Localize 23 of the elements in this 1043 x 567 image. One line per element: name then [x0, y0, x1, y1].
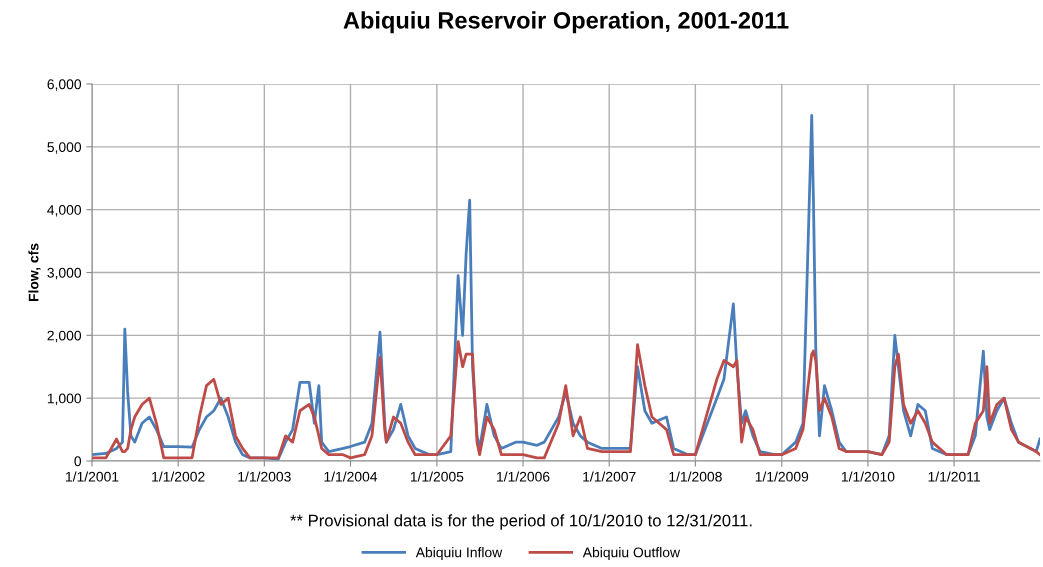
text: ** Provisional data is for the period of 10/1/2010 to 12/31/2011. [290, 514, 752, 530]
y-tick-label: 0 [74, 456, 82, 467]
x-tick-label: 1/1/2007 [583, 471, 636, 482]
legend-label: Abiquiu Inflow [415, 547, 503, 561]
y-axis-title: Flow, cfs [28, 243, 41, 302]
x-tick-label: 1/1/2002 [152, 471, 205, 482]
y-tick-label: 3,000 [47, 267, 82, 280]
x-tick-label: 1/1/2005 [410, 471, 464, 482]
x-tick-label: 1/1/2001 [66, 471, 119, 482]
y-tick-label: 6,000 [47, 79, 82, 91]
y-tick-label: 2,000 [47, 330, 82, 343]
legend-label: Abiquiu Outflow [582, 547, 681, 561]
x-tick-label: 1/1/2004 [324, 471, 378, 482]
y-tick-label: 4,000 [47, 205, 82, 217]
x-tick-label: 1/1/2003 [238, 471, 291, 482]
x-tick-label: 1/1/2009 [755, 471, 809, 482]
chart-title: Abiquiu Reservoir Operation, 2001-2011 [343, 11, 789, 34]
x-tick-label: 1/1/2008 [669, 471, 722, 482]
y-tick-label: 5,000 [47, 142, 82, 154]
x-tick-label: 1/1/2006 [497, 471, 550, 482]
x-tick-label: 1/1/2011 [928, 471, 980, 482]
y-tick-label: 1,000 [47, 393, 82, 405]
x-tick-label: 1/1/2010 [841, 471, 895, 482]
